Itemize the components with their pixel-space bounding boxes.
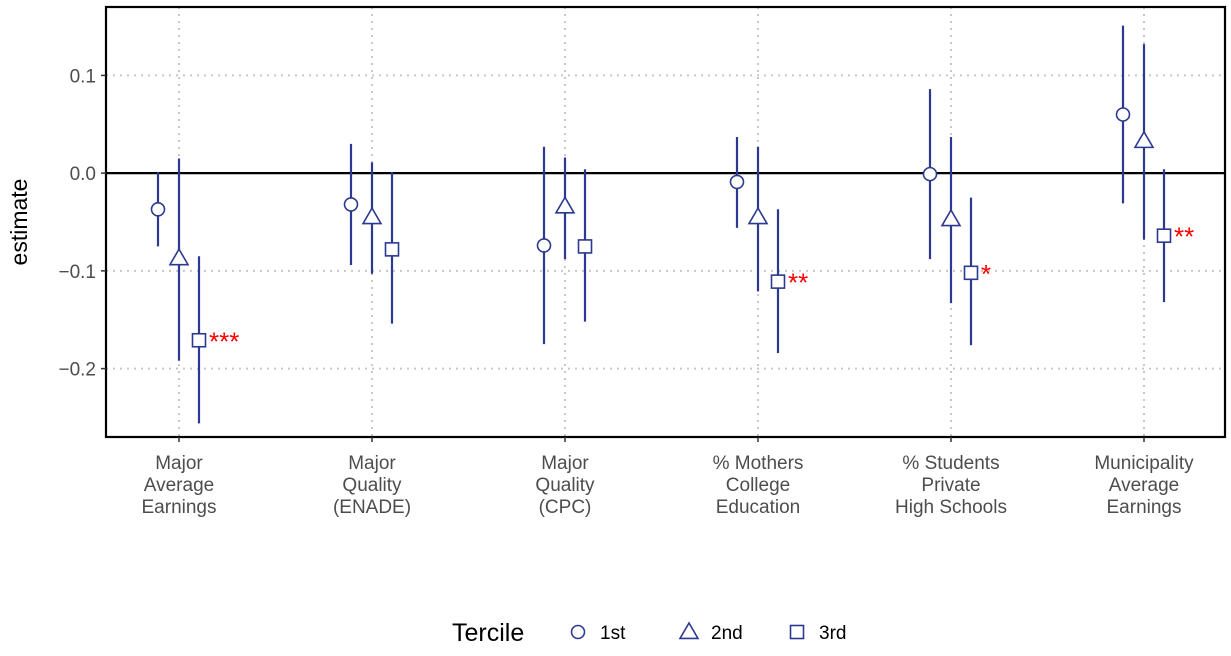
circle-marker: [729, 174, 745, 190]
x-tick-label: Major Quality (ENADE): [333, 453, 411, 518]
triangle-marker: [168, 247, 190, 266]
x-tick-label-line: (ENADE): [333, 497, 411, 518]
x-tick-label-line: High Schools: [895, 497, 1007, 518]
x-tick-label-line: % Mothers: [713, 453, 804, 474]
circle-marker: [922, 166, 938, 182]
triangle-marker: [1133, 130, 1155, 149]
legend: Tercile 1st 2nd 3rd: [452, 619, 846, 647]
circle-marker: [1115, 107, 1131, 122]
gridlines: [106, 7, 1225, 437]
x-tick-label-line: Major: [155, 453, 203, 474]
triangle-marker: [678, 621, 700, 640]
square-marker: [770, 274, 786, 289]
triangle-marker: [747, 206, 769, 225]
x-tick-label-line: Major: [541, 453, 589, 474]
point-markers: [150, 107, 1172, 348]
error-bars: [156, 25, 1166, 424]
circle-marker: [343, 197, 359, 212]
triangle-marker: [554, 195, 576, 214]
legend-entry: 1st: [570, 623, 626, 644]
x-tick-label-line: Average: [144, 475, 214, 496]
circle-marker: [536, 238, 552, 253]
square-marker: [1156, 228, 1172, 243]
y-tick-label: 0.0: [70, 164, 96, 185]
y-axis-label: estimate: [6, 179, 32, 266]
x-tick-label-line: Earnings: [1107, 497, 1182, 518]
x-tick-label-line: Municipality: [1094, 453, 1194, 474]
x-tick-label-line: Education: [716, 497, 801, 518]
square-marker: [789, 624, 805, 640]
legend-entry: 2nd: [678, 621, 743, 644]
significance-stars: ***** ***: [209, 222, 1194, 357]
legend-entry-label: 3rd: [819, 623, 846, 644]
y-tick-label: 0.1: [70, 66, 96, 87]
legend-entry-label: 2nd: [711, 623, 743, 644]
square-marker: [384, 242, 400, 257]
square-marker: [963, 265, 979, 281]
x-tick-label: Major Average Earnings: [142, 453, 217, 518]
x-tick-label: Municipality Average Earnings: [1094, 453, 1194, 518]
significance-star-label: *: [981, 259, 991, 289]
y-tick-label: −0.2: [58, 360, 96, 381]
circle-marker: [570, 624, 586, 640]
triangle-marker: [361, 206, 383, 225]
x-tick-label-line: Quality: [342, 475, 402, 496]
circle-marker: [150, 201, 166, 217]
significance-star-label: ***: [209, 326, 239, 356]
x-tick-label: Major Quality (CPC): [535, 453, 595, 518]
square-marker: [191, 332, 207, 348]
x-tick-label-line: Major: [348, 453, 396, 474]
x-tick-label-line: Private: [921, 475, 980, 496]
legend-entry-label: 1st: [600, 623, 626, 644]
x-tick-label-line: (CPC): [539, 497, 592, 518]
triangle-marker: [940, 208, 962, 227]
x-tick-label: % Students Private High Schools: [895, 453, 1007, 518]
legend-entry: 3rd: [789, 623, 846, 644]
legend-title: Tercile: [452, 619, 524, 647]
square-marker: [577, 239, 593, 254]
x-tick-label-line: % Students: [902, 453, 999, 474]
y-tick-label: −0.1: [58, 262, 96, 283]
plot-frame: [104, 5, 1227, 439]
x-tick-label-line: Earnings: [142, 497, 217, 518]
significance-star-label: **: [1174, 222, 1194, 252]
x-tick-label-line: Quality: [535, 475, 595, 496]
x-tick-label-line: College: [726, 475, 790, 496]
x-tick-label-line: Average: [1109, 475, 1179, 496]
y-axis: 0.1 0.0 −0.1 −0.2: [58, 66, 106, 381]
significance-star-label: **: [788, 268, 808, 298]
x-tick-label: % Mothers College Education: [713, 453, 804, 518]
